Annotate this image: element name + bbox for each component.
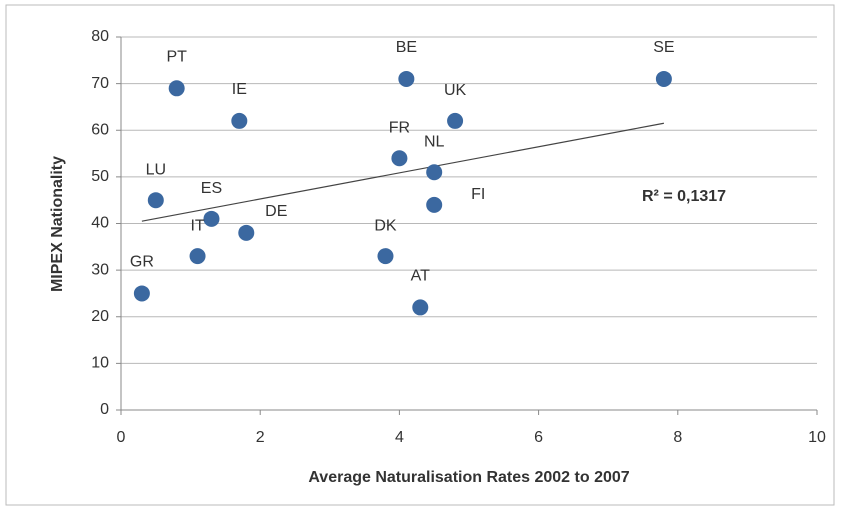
point (655, 70, 672, 87)
point-label: DK (374, 217, 397, 234)
x-tick-label: 6 (534, 429, 543, 446)
point-label: DE (265, 203, 287, 220)
y-tick-label: 20 (91, 308, 109, 325)
point-label: FI (471, 186, 485, 203)
y-tick-label: 0 (100, 401, 109, 418)
x-tick-label: 4 (395, 429, 404, 446)
point (238, 224, 255, 241)
chart-frame (5, 4, 835, 506)
point-label: LU (146, 161, 166, 178)
point-label: SE (653, 39, 674, 56)
point (203, 210, 220, 227)
x-axis-label: Average Naturalisation Rates 2002 to 200… (308, 469, 629, 486)
point (168, 80, 185, 97)
point-label: BE (396, 39, 417, 56)
y-tick-label: 30 (91, 261, 109, 278)
point-label: NL (424, 133, 445, 150)
y-tick-label: 50 (91, 168, 109, 185)
point (447, 112, 464, 129)
point-label: AT (411, 268, 430, 285)
y-tick-label: 40 (91, 215, 109, 232)
point-label: GR (130, 254, 154, 271)
annotation: R² = 0,1317 (642, 188, 726, 205)
point (189, 248, 206, 265)
point-label: UK (444, 82, 467, 99)
point (133, 285, 150, 302)
point (426, 196, 443, 213)
point-label: ES (201, 180, 222, 197)
y-tick-label: 70 (91, 75, 109, 92)
x-tick-label: 2 (256, 429, 265, 446)
y-tick-label: 80 (91, 28, 109, 45)
x-tick-label: 0 (117, 429, 126, 446)
point-label: IT (190, 217, 204, 234)
point (412, 299, 429, 316)
trendline (141, 122, 664, 222)
y-tick-label: 10 (91, 355, 109, 372)
y-tick-label: 60 (91, 121, 109, 138)
point (391, 150, 408, 167)
point-label: FR (389, 119, 410, 136)
y-axis-label: MIPEX Nationality (49, 156, 66, 292)
point (398, 70, 415, 87)
x-tick-label: 10 (808, 429, 826, 446)
point (147, 192, 164, 209)
point (231, 112, 248, 129)
point (377, 248, 394, 265)
point (426, 164, 443, 181)
point-label: IE (232, 81, 247, 98)
x-tick-label: 8 (673, 429, 682, 446)
point-label: PT (166, 49, 187, 66)
